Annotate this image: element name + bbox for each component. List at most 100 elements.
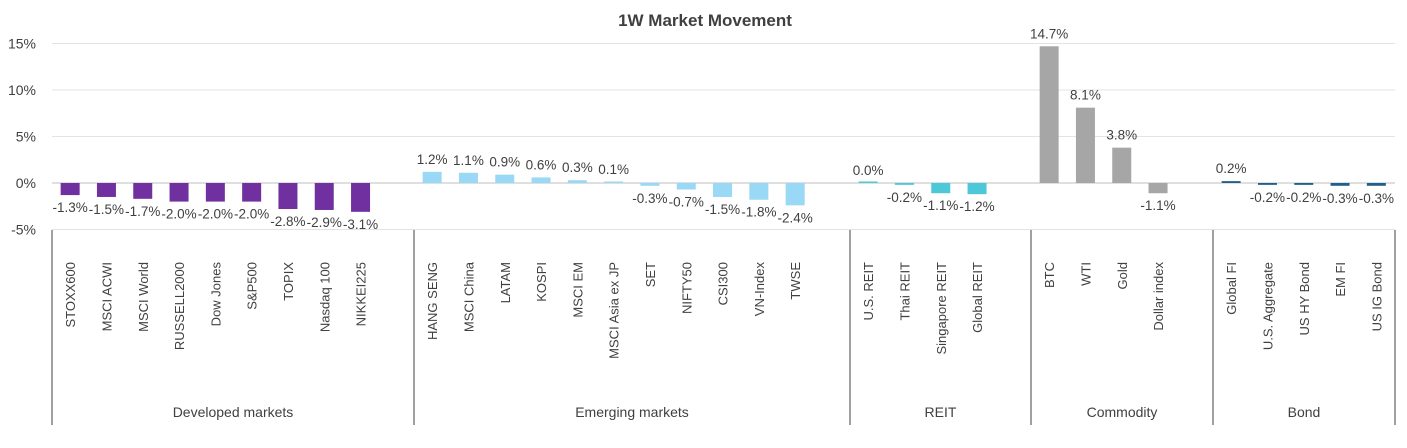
data-labels: -1.3% -1.5% -1.7% -2.0% -2.0% -2.0% -2.8% -2.9%… bbox=[53, 26, 1394, 232]
category-label: Global REIT bbox=[970, 262, 985, 333]
group-separators bbox=[51, 230, 1396, 425]
category-label: U.S. Aggregate bbox=[1260, 262, 1275, 350]
category-label: RUSSELL2000 bbox=[172, 262, 187, 350]
data-label: -1.1% bbox=[923, 198, 958, 213]
bar bbox=[422, 171, 442, 183]
group-label: Developed markets bbox=[173, 404, 294, 420]
category-label: VN-Index bbox=[752, 262, 767, 317]
bar bbox=[314, 183, 334, 210]
data-label: 0.3% bbox=[562, 160, 593, 175]
data-label: 1.1% bbox=[453, 153, 484, 168]
bar bbox=[713, 183, 733, 197]
bar bbox=[858, 181, 878, 183]
bar bbox=[1075, 107, 1095, 183]
group-label: Bond bbox=[1288, 404, 1321, 420]
bar bbox=[1366, 183, 1386, 186]
category-label: MSCI Asia ex JP bbox=[607, 262, 622, 359]
chart-title: 1W Market Movement bbox=[618, 11, 792, 30]
data-label: -2.4% bbox=[778, 210, 813, 225]
bar bbox=[931, 183, 951, 194]
category-label: Singapore REIT bbox=[934, 262, 949, 355]
bar bbox=[351, 183, 371, 212]
bar bbox=[205, 183, 225, 202]
bar bbox=[1112, 147, 1132, 183]
category-label: NIKKEI225 bbox=[354, 262, 369, 326]
category-label: TOPIX bbox=[281, 262, 296, 301]
bar bbox=[1148, 183, 1168, 194]
bar bbox=[1221, 181, 1241, 183]
category-labels: STOXX600 MSCI ACWI MSCI World RUSSELL2000 Do… bbox=[63, 261, 1384, 359]
data-label: -2.0% bbox=[234, 207, 269, 222]
category-label: TWSE bbox=[788, 262, 803, 300]
bar bbox=[967, 183, 987, 195]
data-label: -2.0% bbox=[198, 207, 233, 222]
category-label: LATAM bbox=[498, 262, 513, 303]
category-label: Gold bbox=[1115, 262, 1130, 289]
group-label: REIT bbox=[925, 404, 957, 420]
category-label: Dow Jones bbox=[208, 262, 223, 327]
data-label: -2.8% bbox=[270, 214, 305, 229]
category-label: CSI300 bbox=[716, 262, 731, 305]
bar bbox=[785, 183, 805, 206]
data-label: -1.1% bbox=[1140, 198, 1175, 213]
category-label: SET bbox=[643, 262, 658, 287]
category-label: MSCI ACWI bbox=[99, 262, 114, 331]
bar bbox=[133, 183, 153, 199]
category-label: BTC bbox=[1042, 262, 1057, 288]
y-tick-label: 0% bbox=[16, 175, 36, 191]
data-label: 0.0% bbox=[853, 163, 884, 178]
data-label: -0.3% bbox=[1359, 191, 1394, 206]
data-label: -2.0% bbox=[161, 207, 196, 222]
data-label: -0.2% bbox=[887, 190, 922, 205]
bar bbox=[242, 183, 262, 202]
bar bbox=[1330, 183, 1350, 186]
bar bbox=[96, 183, 116, 197]
bar bbox=[60, 183, 80, 196]
bar bbox=[604, 181, 624, 183]
bar bbox=[894, 183, 914, 185]
bars bbox=[60, 46, 1386, 212]
category-label: US HY Bond bbox=[1297, 262, 1312, 335]
bar bbox=[278, 183, 298, 210]
category-label: US IG Bond bbox=[1369, 262, 1384, 331]
data-label: -1.5% bbox=[705, 202, 740, 217]
data-label: -1.8% bbox=[741, 205, 776, 220]
category-label: EM FI bbox=[1333, 262, 1348, 297]
data-label: 3.8% bbox=[1106, 128, 1137, 143]
data-label: -1.5% bbox=[89, 202, 124, 217]
data-label: -0.7% bbox=[669, 195, 704, 210]
group-label: Emerging markets bbox=[575, 404, 689, 420]
category-label: U.S. REIT bbox=[861, 262, 876, 321]
y-tick-label: 10% bbox=[8, 82, 36, 98]
bar bbox=[1257, 183, 1277, 185]
data-label: -1.7% bbox=[125, 204, 160, 219]
gridlines bbox=[52, 43, 1395, 230]
bar bbox=[567, 180, 587, 183]
data-label: 0.2% bbox=[1216, 161, 1247, 176]
group-label: Commodity bbox=[1087, 404, 1158, 420]
y-tick-label: 15% bbox=[8, 36, 36, 52]
category-label: NIFTY50 bbox=[679, 262, 694, 314]
y-tick-label: -5% bbox=[11, 222, 36, 238]
bar bbox=[169, 183, 189, 202]
category-label: MSCI World bbox=[136, 262, 151, 332]
group-labels: Developed markets Emerging markets REIT Com… bbox=[173, 404, 1321, 420]
data-label: 1.2% bbox=[417, 152, 448, 167]
category-label: MSCI EM bbox=[570, 262, 585, 318]
bar bbox=[640, 183, 660, 186]
bar bbox=[495, 174, 515, 183]
bar bbox=[676, 183, 696, 190]
bar bbox=[531, 177, 551, 183]
bar bbox=[749, 183, 769, 200]
data-label: 0.1% bbox=[598, 162, 629, 177]
data-label: 8.1% bbox=[1070, 88, 1101, 103]
data-label: -0.3% bbox=[1322, 191, 1357, 206]
bar bbox=[1039, 46, 1059, 183]
data-label: -1.3% bbox=[53, 200, 88, 215]
bar bbox=[1294, 183, 1314, 185]
data-label: -0.2% bbox=[1286, 190, 1321, 205]
category-label: Nasdaq 100 bbox=[317, 262, 332, 332]
category-label: S&P500 bbox=[245, 262, 260, 310]
category-label: Global FI bbox=[1224, 262, 1239, 315]
